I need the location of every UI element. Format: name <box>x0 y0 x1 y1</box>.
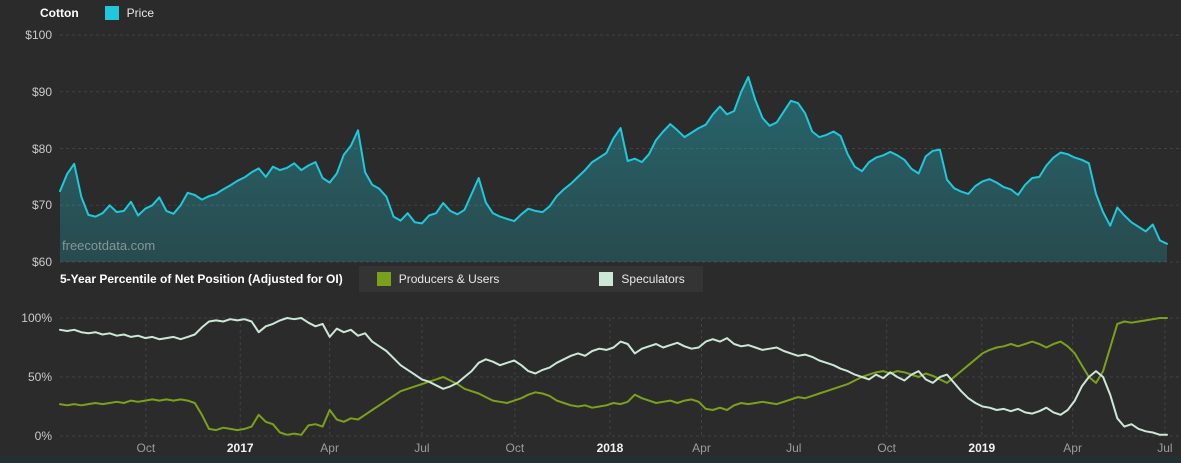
speculators-legend-swatch <box>599 272 614 286</box>
price-y-tick-label: $90 <box>31 84 52 99</box>
price-legend-swatch <box>104 6 119 20</box>
percentile-chart-header: 5-Year Percentile of Net Position (Adjus… <box>60 266 703 292</box>
producers-legend-label: Producers & Users <box>398 272 500 286</box>
percentile-y-tick-label: 0% <box>34 429 52 443</box>
producers-line <box>59 317 1168 436</box>
price-y-tick-label: $80 <box>31 141 52 156</box>
x-tick-label: Apr <box>320 441 339 455</box>
x-tick-label: 2017 <box>226 441 254 455</box>
producers-legend-item[interactable]: Producers & Users <box>376 272 500 286</box>
price-y-tick-label: $70 <box>31 198 52 213</box>
percentile-chart-title: 5-Year Percentile of Net Position (Adjus… <box>60 272 343 286</box>
x-tick-label: Jul <box>1157 441 1173 455</box>
speculators-line <box>59 317 1168 436</box>
price-legend-label: Price <box>126 6 154 20</box>
price-chart-title: Cotton <box>40 6 79 20</box>
x-tick-label: Jul <box>786 441 802 455</box>
price-chart-header: Cotton Price <box>40 6 154 20</box>
producers-legend-swatch <box>376 272 391 286</box>
watermark: freecotdata.com <box>62 238 156 253</box>
price-y-tick-label: $60 <box>31 255 52 269</box>
x-tick-label: Oct <box>505 441 525 455</box>
speculators-legend-item[interactable]: Speculators <box>599 272 685 286</box>
price-y-tick-label: $100 <box>25 28 52 42</box>
footer-strip <box>0 456 1181 463</box>
price-legend-item[interactable]: Price <box>104 6 154 20</box>
x-tick-label: Apr <box>1063 441 1082 455</box>
percentile-y-tick-label: 100% <box>21 311 52 325</box>
speculators-legend-label: Speculators <box>621 272 685 286</box>
x-tick-label: Oct <box>136 441 156 455</box>
x-tick-label: 2019 <box>968 441 996 455</box>
x-tick-label: Apr <box>692 441 711 455</box>
price-line <box>59 76 1168 245</box>
x-tick-label: 2018 <box>596 441 624 455</box>
x-tick-label: Jul <box>414 441 430 455</box>
x-tick-label: Oct <box>877 441 897 455</box>
percentile-y-tick-label: 50% <box>27 370 52 384</box>
percentile-legend: Producers & Users Speculators <box>358 266 703 292</box>
price-area-fill <box>60 77 1167 262</box>
